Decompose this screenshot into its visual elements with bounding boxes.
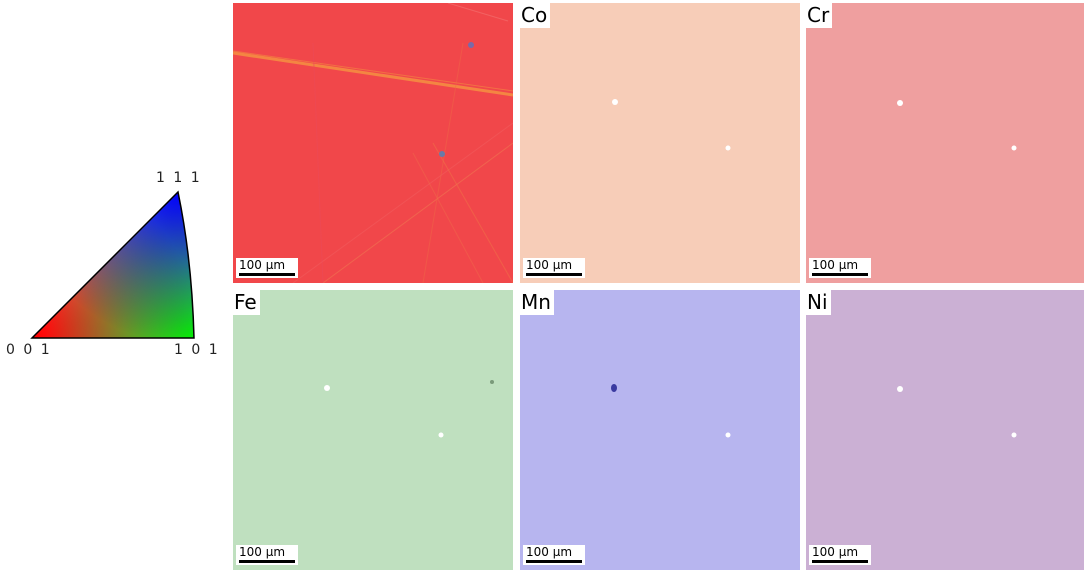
cr-map-image (806, 3, 1084, 283)
ipf-color-key: 1 1 1 0 0 1 1 0 1 (0, 160, 225, 370)
scale-bar-label: 100 µm (239, 545, 286, 559)
mn-map-panel: Mn 100 µm (520, 290, 800, 570)
scale-bar: 100 µm (236, 545, 298, 565)
scale-bar-label: 100 µm (812, 258, 859, 272)
scale-bar-line (812, 273, 868, 276)
panel-label: Mn (520, 290, 554, 315)
ni-map-panel: Ni 100 µm (806, 290, 1084, 570)
scale-bar: 100 µm (523, 545, 585, 565)
corner-label-111: 1 1 1 (156, 170, 202, 186)
scale-bar-label: 100 µm (526, 545, 573, 559)
ipf-map-panel: 100 µm (233, 3, 513, 283)
ipf-triangle (30, 190, 195, 339)
scale-bar: 100 µm (523, 258, 585, 278)
scale-bar-line (526, 560, 582, 563)
scale-bar-label: 100 µm (239, 258, 286, 272)
ni-map-image (806, 290, 1084, 570)
panel-label: Fe (233, 290, 260, 315)
panel-label: Cr (806, 3, 833, 28)
scale-bar-line (526, 273, 582, 276)
mn-map-image (520, 290, 800, 570)
co-map-image (520, 3, 800, 283)
scale-bar: 100 µm (809, 258, 871, 278)
fe-map-panel: Fe 100 µm (233, 290, 513, 570)
fe-map-image (233, 290, 513, 570)
scale-bar: 100 µm (809, 545, 871, 565)
corner-label-001: 0 0 1 (6, 342, 52, 358)
cr-map-panel: Cr 100 µm (806, 3, 1084, 283)
scale-bar: 100 µm (236, 258, 298, 278)
corner-label-101: 1 0 1 (174, 342, 220, 358)
scale-bar-line (239, 560, 295, 563)
scale-bar-label: 100 µm (526, 258, 573, 272)
scale-bar-line (812, 560, 868, 563)
panel-label: Co (520, 3, 551, 28)
scale-bar-label: 100 µm (812, 545, 859, 559)
co-map-panel: Co 100 µm (520, 3, 800, 283)
ipf-map-image (233, 3, 513, 283)
scale-bar-line (239, 273, 295, 276)
panel-label: Ni (806, 290, 831, 315)
